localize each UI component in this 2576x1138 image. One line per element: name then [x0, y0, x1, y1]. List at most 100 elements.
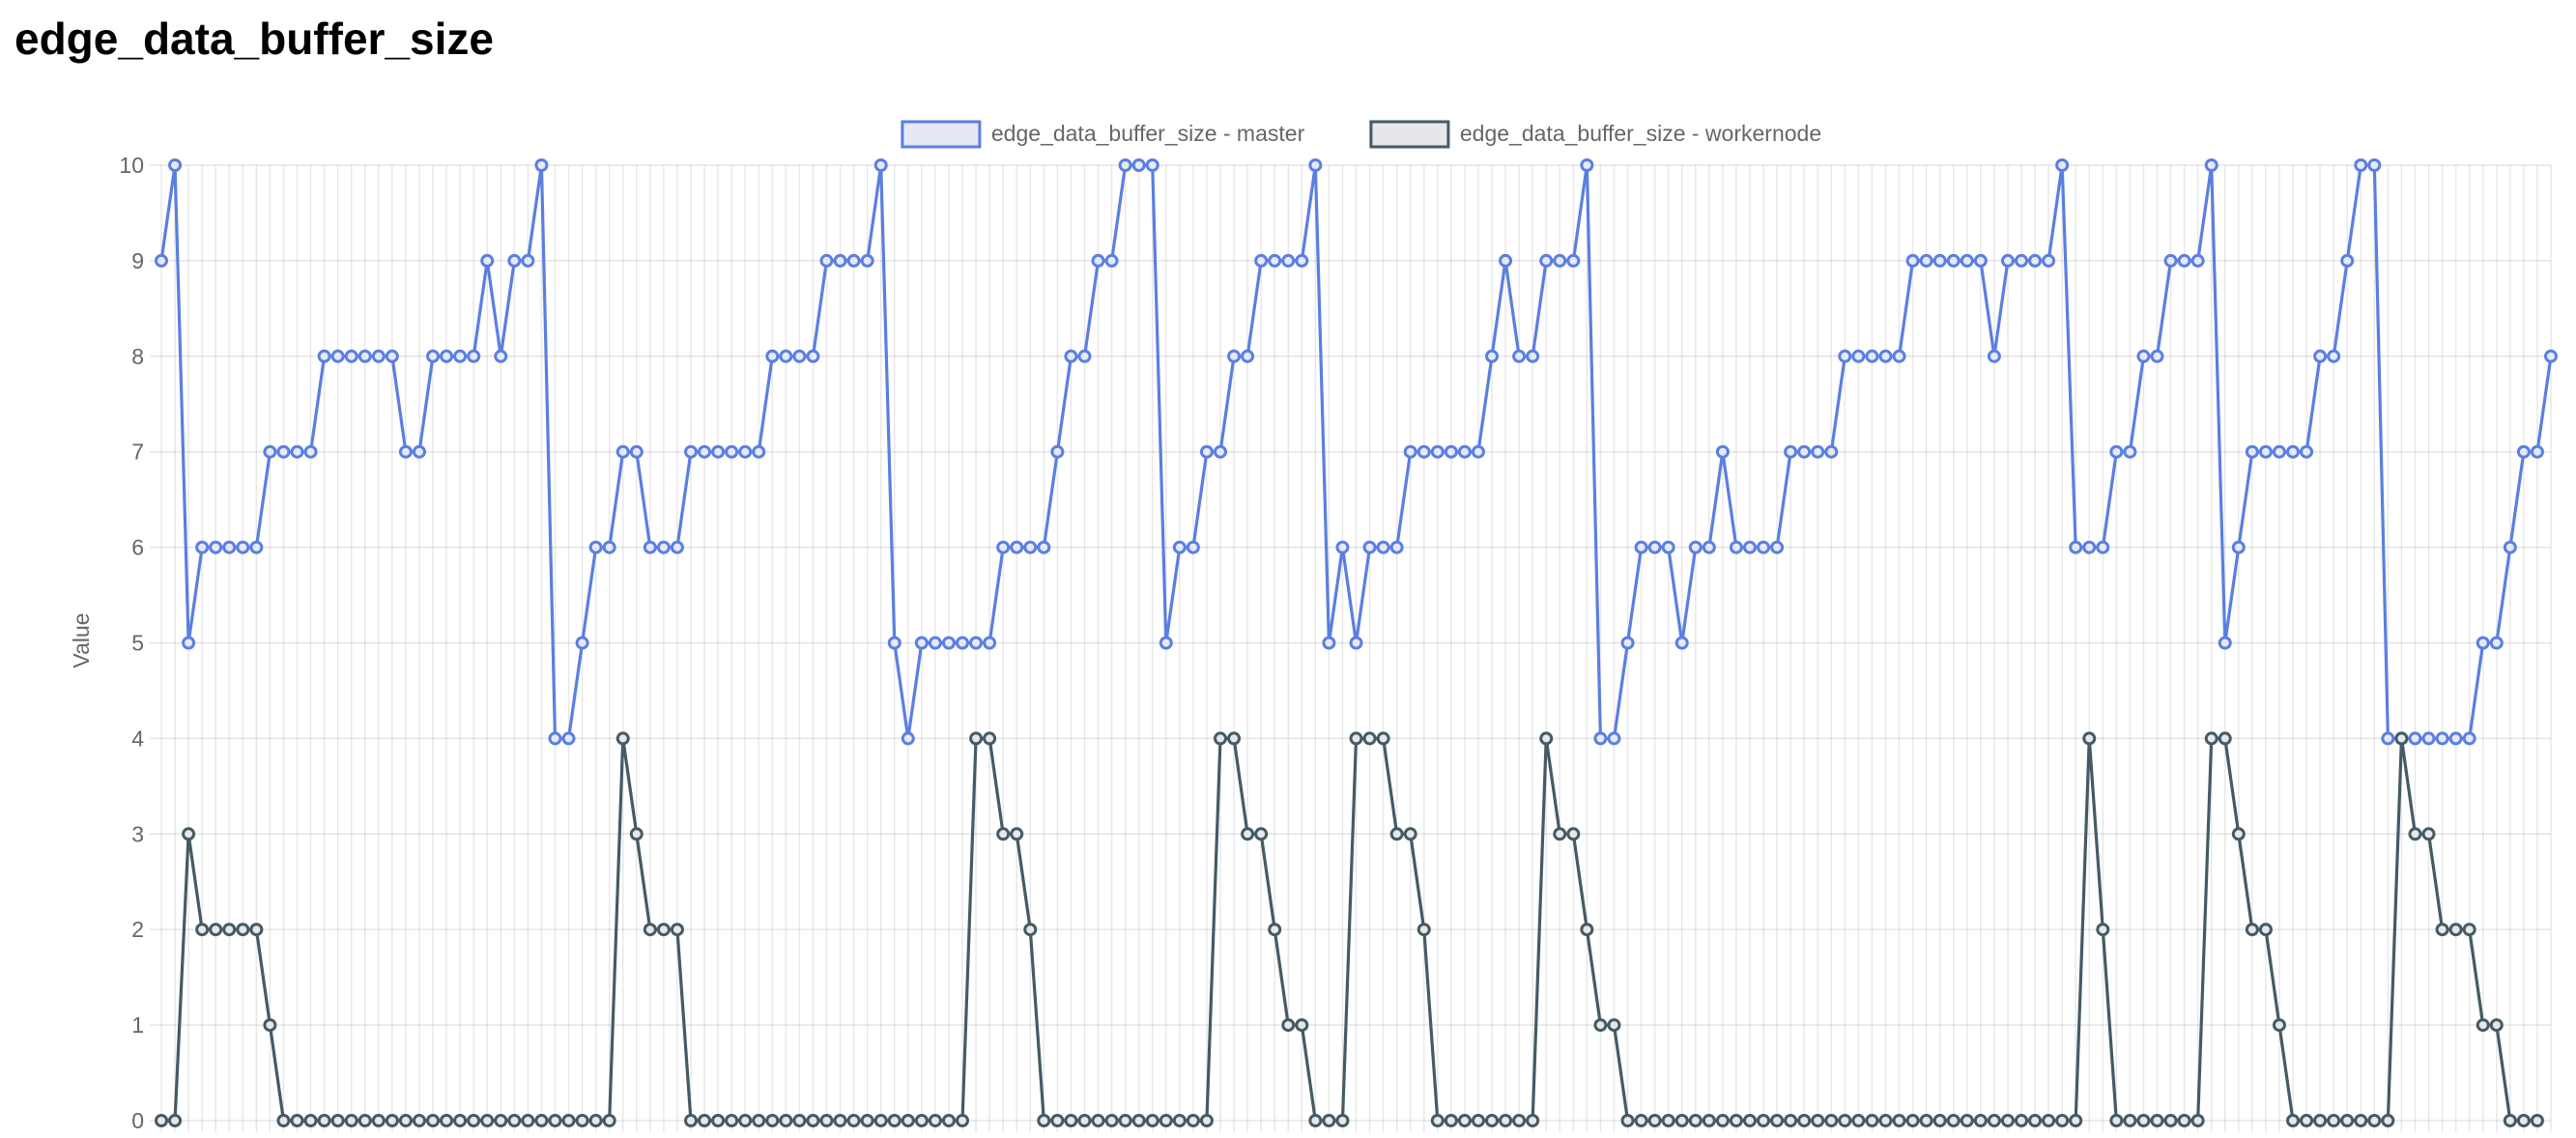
data-point[interactable]: [1376, 731, 1390, 746]
data-point[interactable]: [371, 1114, 386, 1127]
data-point[interactable]: [548, 731, 562, 746]
data-point[interactable]: [2055, 1114, 2070, 1127]
data-point[interactable]: [2069, 1114, 2083, 1127]
data-point[interactable]: [1702, 1114, 1716, 1127]
data-point[interactable]: [2367, 158, 2382, 172]
data-point[interactable]: [330, 1114, 345, 1127]
data-point[interactable]: [440, 349, 454, 363]
data-point[interactable]: [1444, 1114, 1458, 1127]
data-point[interactable]: [1131, 158, 1146, 172]
data-point[interactable]: [792, 1114, 807, 1127]
data-point[interactable]: [467, 1114, 481, 1127]
data-point[interactable]: [969, 636, 984, 650]
data-point[interactable]: [1335, 540, 1350, 555]
data-point[interactable]: [1946, 1114, 1961, 1127]
data-point[interactable]: [2096, 923, 2110, 937]
data-point[interactable]: [1295, 253, 1309, 268]
data-point[interactable]: [2000, 253, 2015, 268]
data-point[interactable]: [1905, 1114, 1920, 1127]
data-point[interactable]: [711, 1114, 726, 1127]
data-point[interactable]: [792, 349, 807, 363]
data-point[interactable]: [2530, 1114, 2544, 1127]
data-point[interactable]: [2516, 1114, 2531, 1127]
data-point[interactable]: [1091, 1114, 1105, 1127]
data-point[interactable]: [1811, 1114, 1825, 1127]
data-point[interactable]: [1620, 1114, 1635, 1127]
data-point[interactable]: [2354, 1114, 2368, 1127]
data-point[interactable]: [1892, 1114, 1906, 1127]
data-point[interactable]: [914, 1114, 929, 1127]
data-point[interactable]: [1050, 1114, 1065, 1127]
data-point[interactable]: [507, 1114, 522, 1127]
data-point[interactable]: [1254, 253, 1269, 268]
data-point[interactable]: [765, 1114, 780, 1127]
data-point[interactable]: [2218, 636, 2232, 650]
data-point[interactable]: [2340, 253, 2355, 268]
data-point[interactable]: [1064, 1114, 1078, 1127]
data-point[interactable]: [575, 636, 589, 650]
data-point[interactable]: [629, 444, 644, 459]
data-point[interactable]: [1281, 1018, 1296, 1033]
data-point[interactable]: [1919, 253, 1933, 268]
data-point[interactable]: [956, 636, 970, 650]
data-point[interactable]: [1512, 1114, 1527, 1127]
data-point[interactable]: [467, 349, 481, 363]
data-point[interactable]: [1715, 1114, 1730, 1127]
data-point[interactable]: [1593, 1018, 1608, 1033]
data-point[interactable]: [928, 636, 942, 650]
data-point[interactable]: [1023, 923, 1038, 937]
data-point[interactable]: [670, 540, 684, 555]
data-point[interactable]: [534, 158, 549, 172]
data-point[interactable]: [1946, 253, 1961, 268]
data-point[interactable]: [1757, 1114, 1771, 1127]
data-point[interactable]: [168, 1114, 183, 1127]
data-point[interactable]: [195, 540, 210, 555]
data-point[interactable]: [1647, 1114, 1662, 1127]
data-point[interactable]: [2408, 827, 2422, 841]
data-point[interactable]: [2245, 444, 2259, 459]
data-point[interactable]: [1417, 444, 1431, 459]
data-point[interactable]: [914, 636, 929, 650]
data-point[interactable]: [453, 349, 468, 363]
data-point[interactable]: [1159, 1114, 1173, 1127]
data-point[interactable]: [969, 731, 984, 746]
data-point[interactable]: [1403, 444, 1417, 459]
data-point[interactable]: [1499, 253, 1513, 268]
data-point[interactable]: [656, 540, 671, 555]
data-point[interactable]: [1661, 540, 1675, 555]
data-point[interactable]: [1213, 444, 1227, 459]
data-point[interactable]: [2313, 1114, 2328, 1127]
data-point[interactable]: [1688, 1114, 1703, 1127]
data-point[interactable]: [629, 827, 644, 841]
data-point[interactable]: [494, 1114, 508, 1127]
data-point[interactable]: [344, 1114, 358, 1127]
data-point[interactable]: [222, 540, 237, 555]
data-point[interactable]: [1784, 444, 1798, 459]
data-point[interactable]: [2123, 444, 2137, 459]
data-point[interactable]: [426, 1114, 441, 1127]
data-point[interactable]: [453, 1114, 468, 1127]
data-point[interactable]: [683, 444, 698, 459]
data-point[interactable]: [1308, 158, 1323, 172]
data-point[interactable]: [1471, 444, 1485, 459]
data-point[interactable]: [222, 923, 237, 937]
chart-legend[interactable]: edge_data_buffer_size - master edge_data_…: [901, 120, 1821, 149]
data-point[interactable]: [2069, 540, 2083, 555]
data-point[interactable]: [1784, 1114, 1798, 1127]
data-point[interactable]: [2190, 253, 2205, 268]
data-point[interactable]: [2015, 1114, 2029, 1127]
data-point[interactable]: [1457, 1114, 1472, 1127]
data-point[interactable]: [2055, 158, 2070, 172]
data-point[interactable]: [588, 540, 603, 555]
data-point[interactable]: [385, 1114, 399, 1127]
data-point[interactable]: [941, 636, 956, 650]
data-point[interactable]: [1742, 540, 1757, 555]
data-point[interactable]: [480, 253, 495, 268]
data-point[interactable]: [833, 253, 847, 268]
data-point[interactable]: [738, 444, 753, 459]
data-point[interactable]: [2544, 349, 2558, 363]
data-point[interactable]: [2109, 1114, 2124, 1127]
data-point[interactable]: [819, 1114, 834, 1127]
data-point[interactable]: [1607, 1018, 1621, 1033]
data-point[interactable]: [2150, 1114, 2164, 1127]
